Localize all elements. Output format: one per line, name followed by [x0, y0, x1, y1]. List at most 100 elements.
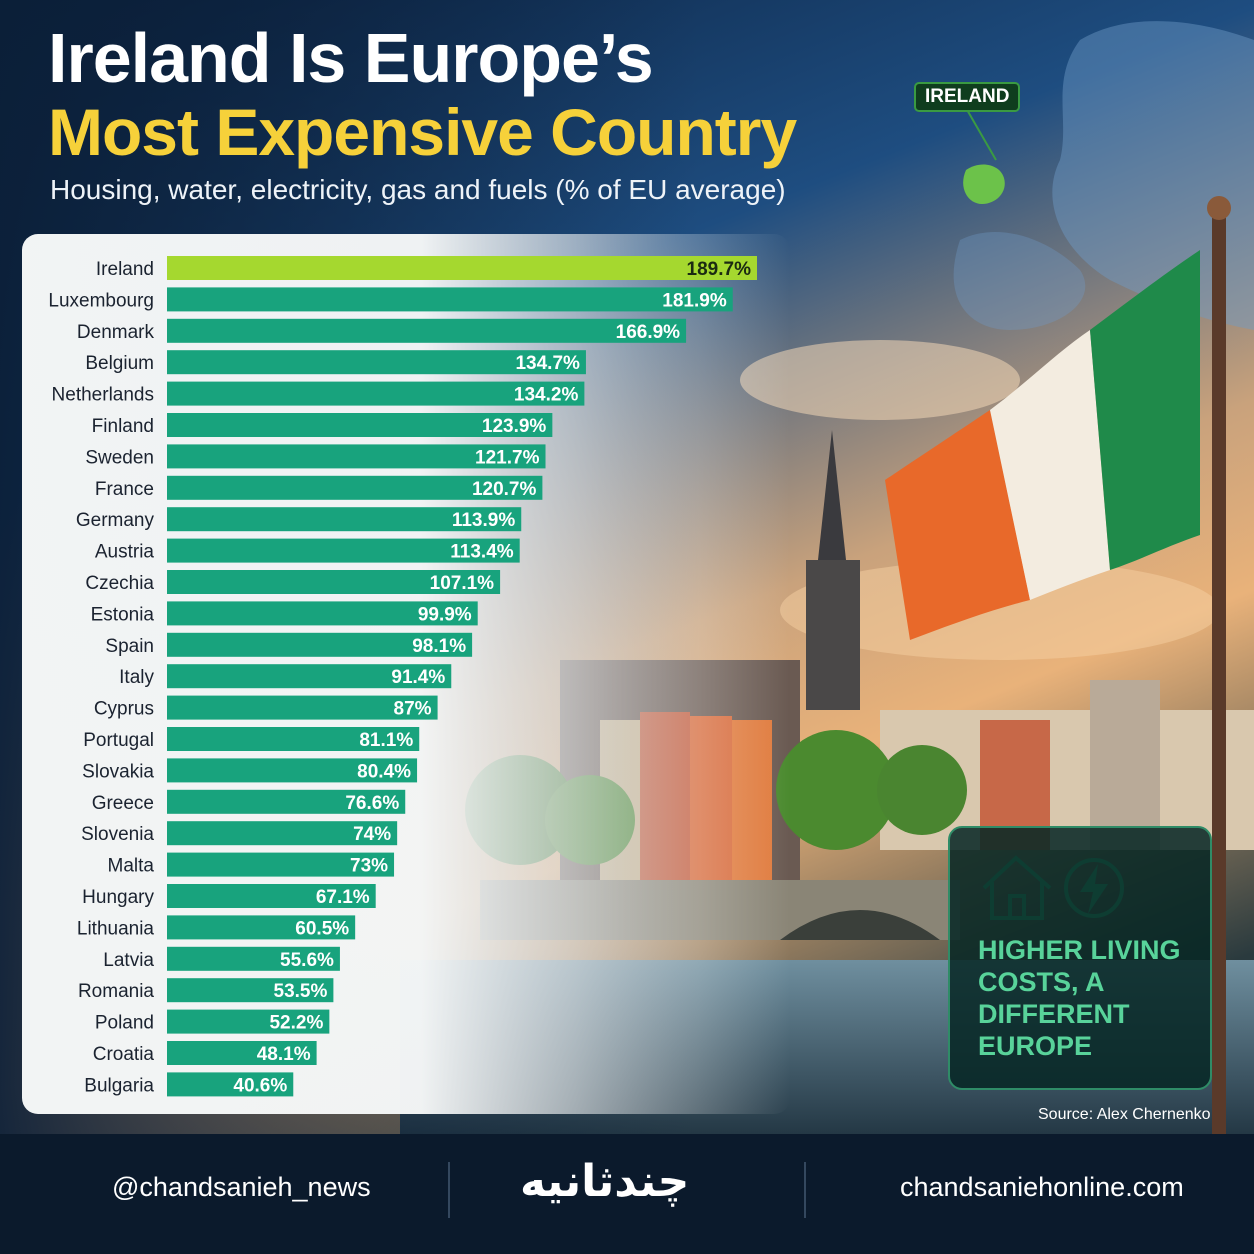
category-label: Slovakia [82, 761, 154, 782]
bar [167, 695, 438, 720]
value-label: 60.5% [295, 918, 349, 939]
category-label: Poland [95, 1013, 154, 1034]
value-label: 134.7% [515, 353, 580, 374]
footer-divider [804, 1162, 806, 1218]
category-label: Spain [105, 636, 154, 657]
bar [167, 1009, 330, 1034]
bar [167, 444, 546, 469]
category-label: Austria [95, 542, 155, 563]
category-label: Slovenia [81, 824, 154, 845]
chart-subtitle: Housing, water, electricity, gas and fue… [50, 174, 786, 205]
value-label: 166.9% [616, 322, 681, 343]
footer-divider [448, 1162, 450, 1218]
value-label: 123.9% [482, 416, 547, 437]
footer-bar [0, 1134, 1254, 1254]
bar-chart: Ireland 189.7% Luxembourg 181.9% Denmark 166.… [48, 256, 757, 1097]
category-label: Hungary [82, 887, 154, 908]
church-spire [818, 430, 846, 560]
callout-box [948, 826, 1212, 1090]
category-label: Bulgaria [84, 1075, 154, 1096]
bar [167, 538, 520, 563]
value-label: 76.6% [345, 793, 399, 814]
irish-flag [885, 250, 1200, 640]
bar [167, 664, 452, 689]
value-label: 134.2% [514, 385, 579, 406]
value-label: 107.1% [430, 573, 495, 594]
category-label: Lithuania [77, 918, 155, 939]
value-label: 121.7% [475, 447, 540, 468]
category-label: Sweden [85, 447, 154, 468]
bar-highlight [167, 256, 757, 280]
category-label: Malta [108, 856, 155, 877]
value-label: 99.9% [418, 604, 472, 625]
value-label: 98.1% [412, 636, 466, 657]
value-label: 53.5% [274, 981, 328, 1002]
value-label: 113.4% [450, 542, 513, 563]
category-label: Romania [78, 981, 154, 1002]
category-label: Netherlands [52, 385, 154, 406]
category-label: Cyprus [94, 699, 154, 720]
value-label: 120.7% [472, 479, 537, 500]
value-label: 81.1% [359, 730, 413, 751]
europe-map-shape [953, 231, 1086, 330]
ireland-map-tag: IRELAND [914, 82, 1021, 112]
europe-map-shape [1052, 21, 1254, 330]
value-label: 74% [353, 824, 391, 845]
category-label: Estonia [91, 604, 155, 625]
title-line-2: Most Expensive Country [48, 95, 797, 169]
website-link[interactable]: chandsaniehonline.com [900, 1172, 1184, 1202]
bar [167, 507, 522, 532]
bar [167, 287, 733, 312]
category-label: Germany [76, 510, 155, 531]
bar [167, 318, 687, 343]
value-label: 113.9% [452, 510, 515, 531]
value-label: 73% [350, 856, 388, 877]
value-label: 80.4% [357, 761, 411, 782]
category-label: Finland [92, 416, 154, 437]
category-label: Belgium [85, 353, 154, 374]
bar [167, 915, 356, 940]
value-label: 48.1% [257, 1044, 311, 1065]
bar [167, 758, 418, 783]
value-label: 87% [394, 699, 432, 720]
ireland-tag-leader [965, 107, 997, 161]
value-label: 91.4% [391, 667, 445, 688]
brand-logo-text: چندثانیه [520, 1156, 690, 1207]
value-label: 67.1% [316, 887, 370, 908]
bar [167, 632, 473, 657]
ireland-map-highlight [963, 164, 1005, 204]
value-label: 52.2% [269, 1013, 323, 1034]
category-label: Italy [119, 667, 154, 688]
category-label: Ireland [96, 259, 154, 280]
bar [167, 1072, 294, 1097]
telegram-handle-link[interactable]: @chandsanieh_news [112, 1172, 371, 1202]
flag-pole [1212, 210, 1226, 1190]
callout-text: HIGHER LIVING COSTS, A DIFFERENT EUROPE [978, 935, 1181, 1061]
category-label: France [95, 479, 154, 500]
value-label: 40.6% [233, 1075, 287, 1096]
category-label: Croatia [93, 1044, 155, 1065]
category-label: Latvia [103, 950, 154, 971]
value-label: 189.7% [687, 259, 752, 280]
bar [167, 475, 543, 500]
bar [167, 978, 334, 1003]
category-label: Denmark [77, 322, 155, 343]
bar [167, 570, 501, 594]
category-label: Portugal [83, 730, 154, 751]
title-line-1: Ireland Is Europe’s [48, 19, 654, 97]
bar [167, 789, 406, 814]
bar [167, 946, 340, 971]
bar [167, 601, 478, 626]
bar [167, 413, 553, 437]
bar [167, 350, 586, 375]
category-label: Luxembourg [48, 290, 154, 311]
bar [167, 821, 398, 846]
bar [167, 727, 420, 751]
bar [167, 852, 395, 877]
value-label: 55.6% [280, 950, 334, 971]
bar [167, 884, 376, 908]
bar [167, 1041, 317, 1065]
category-label: Greece [92, 793, 154, 814]
category-label: Czechia [85, 573, 154, 594]
